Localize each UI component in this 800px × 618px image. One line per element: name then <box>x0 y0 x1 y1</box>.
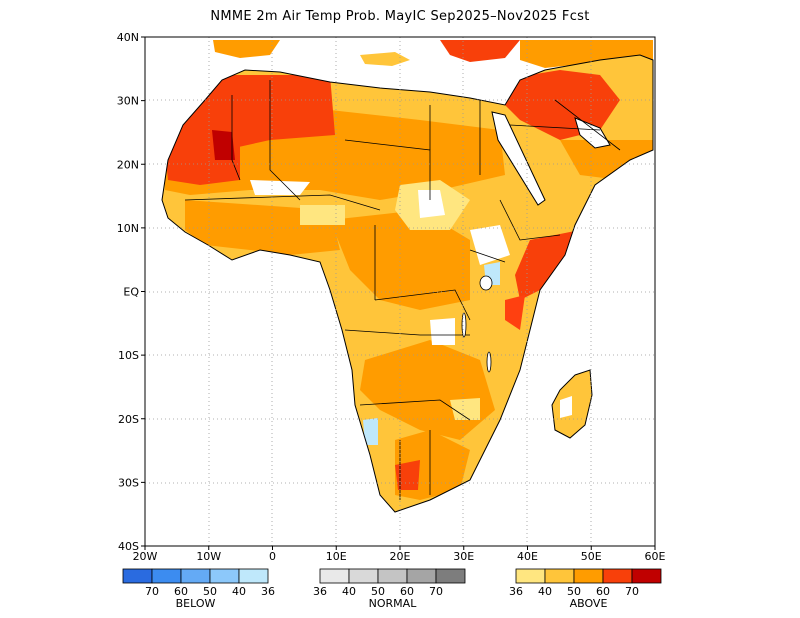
above-swatch <box>631 568 662 584</box>
map-title: NMME 2m Air Temp Prob. MayIC Sep2025–Nov… <box>210 9 590 24</box>
lon-tick-label: 60E <box>645 550 666 563</box>
iberia-region <box>213 40 280 58</box>
normal-swatch <box>435 568 466 584</box>
normal-swatch <box>319 568 350 584</box>
lat-tick-label: 30S <box>118 476 139 489</box>
lake-tanganyika <box>461 312 467 338</box>
balkans-region <box>440 40 520 62</box>
normal-legend-label: 40 <box>342 585 356 598</box>
below-legend-label: 36 <box>261 585 275 598</box>
below-swatch <box>151 568 182 584</box>
lat-tick-label: 40S <box>118 540 139 553</box>
lon-tick-label: 20E <box>390 550 411 563</box>
legend: 70 60 50 40 36 BELOW 36 40 50 60 70 NORMAL 36 40 50 60 7… <box>122 568 662 610</box>
below-legend-label: 70 <box>145 585 159 598</box>
above-swatch <box>573 568 604 584</box>
below-swatch <box>122 568 153 584</box>
longitude-axis: 20W 10W 0 10E 20E 30E 40E 50E 60E <box>133 546 666 563</box>
lon-tick-label: 10E <box>326 550 347 563</box>
normal-legend-label: 36 <box>313 585 327 598</box>
above-swatch <box>602 568 633 584</box>
normal-legend-title: NORMAL <box>369 597 418 610</box>
lat-tick-label: 30N <box>117 95 139 108</box>
coastline <box>161 54 654 513</box>
below-swatch <box>180 568 211 584</box>
lat-tick-label: 40N <box>117 31 139 44</box>
above-legend-label: 40 <box>538 585 552 598</box>
lake-victoria <box>479 275 493 291</box>
below-legend-label: 40 <box>232 585 246 598</box>
above-swatch <box>544 568 575 584</box>
red-sea <box>491 111 546 206</box>
above-swatch <box>515 568 546 584</box>
above-legend-title: ABOVE <box>570 597 608 610</box>
normal-legend-label: 60 <box>400 585 414 598</box>
normal-legend-label: 70 <box>429 585 443 598</box>
above-legend-label: 36 <box>509 585 523 598</box>
lon-tick-label: 0 <box>269 550 276 563</box>
lon-tick-label: 10W <box>196 550 221 563</box>
italy-region <box>360 52 410 66</box>
probability-shading <box>165 70 653 500</box>
below-swatch <box>238 568 269 584</box>
normal-swatch <box>406 568 437 584</box>
lat-tick-label: EQ <box>123 286 139 299</box>
below-legend-label: 50 <box>203 585 217 598</box>
above-legend-label: 50 <box>567 585 581 598</box>
lon-tick-label: 30E <box>453 550 474 563</box>
lat-tick-label: 10N <box>117 222 139 235</box>
lon-tick-label: 20W <box>133 550 158 563</box>
normal-swatch <box>377 568 408 584</box>
lake-malawi <box>486 351 492 373</box>
lon-tick-label: 40E <box>517 550 538 563</box>
persian-gulf <box>574 117 611 149</box>
above-legend-label: 70 <box>625 585 639 598</box>
below-legend-label: 60 <box>174 585 188 598</box>
normal-legend-label: 50 <box>371 585 385 598</box>
country-borders <box>184 80 621 500</box>
lat-tick-label: 10S <box>118 349 139 362</box>
above-legend-label: 60 <box>596 585 610 598</box>
below-legend-title: BELOW <box>176 597 216 610</box>
latitude-axis: 40N 30N 20N 10N EQ 10S 20S 30S 40S <box>117 31 145 553</box>
lat-tick-label: 20N <box>117 158 139 171</box>
grid-lines <box>145 37 655 546</box>
lat-tick-label: 20S <box>118 413 139 426</box>
below-swatch <box>209 568 240 584</box>
lon-tick-label: 50E <box>581 550 602 563</box>
normal-swatch <box>348 568 379 584</box>
